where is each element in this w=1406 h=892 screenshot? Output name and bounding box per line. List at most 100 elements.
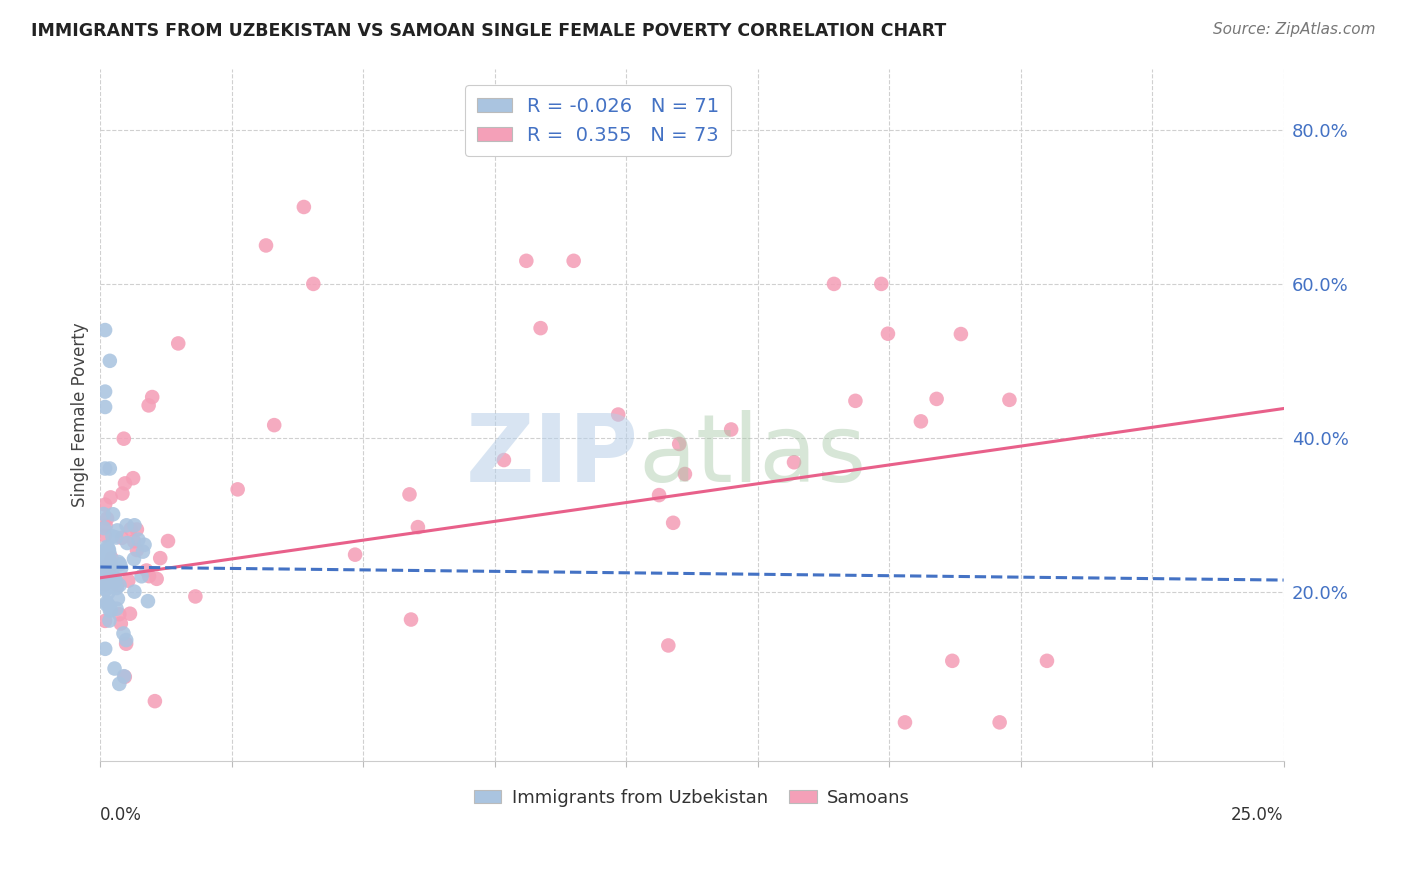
Point bbox=[662, 516, 685, 530]
Point bbox=[107, 555, 129, 569]
Point bbox=[112, 669, 135, 683]
Point bbox=[94, 577, 117, 591]
Point bbox=[141, 390, 163, 404]
Point bbox=[399, 613, 422, 627]
Point bbox=[100, 558, 122, 572]
Point bbox=[96, 576, 118, 591]
Point bbox=[145, 572, 167, 586]
Point bbox=[122, 552, 145, 566]
Point bbox=[292, 200, 315, 214]
Point bbox=[108, 677, 131, 691]
Point bbox=[125, 523, 148, 537]
Point bbox=[94, 552, 117, 566]
Point bbox=[94, 528, 117, 542]
Point bbox=[156, 534, 179, 549]
Point bbox=[94, 323, 117, 337]
Point bbox=[607, 408, 630, 422]
Point bbox=[184, 590, 207, 604]
Point bbox=[135, 564, 157, 578]
Point bbox=[125, 543, 148, 558]
Point bbox=[302, 277, 325, 291]
Point bbox=[108, 557, 131, 571]
Point bbox=[96, 511, 118, 525]
Point bbox=[90, 580, 112, 594]
Point bbox=[657, 639, 679, 653]
Point bbox=[1036, 654, 1059, 668]
Point bbox=[648, 488, 671, 502]
Point bbox=[114, 670, 136, 684]
Point bbox=[894, 715, 917, 730]
Text: Source: ZipAtlas.com: Source: ZipAtlas.com bbox=[1212, 22, 1375, 37]
Point bbox=[93, 552, 115, 566]
Point bbox=[98, 599, 121, 613]
Point bbox=[110, 616, 132, 631]
Point bbox=[97, 542, 120, 557]
Point bbox=[111, 486, 134, 500]
Point bbox=[122, 534, 145, 549]
Point bbox=[94, 614, 117, 628]
Point bbox=[110, 561, 132, 575]
Point bbox=[115, 536, 138, 550]
Point bbox=[925, 392, 948, 406]
Point bbox=[783, 455, 806, 469]
Point bbox=[118, 607, 141, 621]
Point bbox=[844, 393, 866, 408]
Point bbox=[90, 549, 112, 563]
Point bbox=[98, 461, 121, 475]
Point bbox=[111, 531, 134, 545]
Point bbox=[877, 326, 900, 341]
Point bbox=[94, 576, 117, 591]
Point bbox=[167, 336, 190, 351]
Point bbox=[149, 551, 172, 566]
Point bbox=[103, 574, 125, 588]
Point bbox=[562, 253, 585, 268]
Point bbox=[90, 545, 112, 559]
Point bbox=[108, 578, 131, 592]
Point bbox=[668, 437, 690, 451]
Point bbox=[94, 568, 117, 582]
Point bbox=[143, 694, 166, 708]
Text: 0.0%: 0.0% bbox=[100, 805, 142, 824]
Point bbox=[492, 453, 515, 467]
Point bbox=[97, 586, 120, 600]
Point bbox=[97, 541, 120, 555]
Point bbox=[406, 520, 429, 534]
Point bbox=[910, 414, 932, 428]
Point bbox=[100, 557, 122, 571]
Point bbox=[94, 498, 117, 512]
Point bbox=[94, 461, 117, 475]
Point bbox=[105, 578, 128, 592]
Point bbox=[131, 569, 153, 583]
Point bbox=[93, 556, 115, 570]
Point bbox=[226, 483, 249, 497]
Point bbox=[96, 595, 118, 609]
Point bbox=[91, 549, 114, 564]
Point bbox=[90, 545, 112, 559]
Point bbox=[988, 715, 1011, 730]
Point bbox=[720, 422, 742, 436]
Point bbox=[941, 654, 963, 668]
Point bbox=[112, 626, 135, 640]
Point bbox=[105, 601, 128, 615]
Point bbox=[103, 661, 125, 675]
Point bbox=[93, 521, 115, 535]
Point bbox=[949, 326, 972, 341]
Text: IMMIGRANTS FROM UZBEKISTAN VS SAMOAN SINGLE FEMALE POVERTY CORRELATION CHART: IMMIGRANTS FROM UZBEKISTAN VS SAMOAN SIN… bbox=[31, 22, 946, 40]
Point bbox=[104, 574, 127, 588]
Point bbox=[91, 562, 114, 576]
Point bbox=[105, 581, 128, 595]
Point bbox=[96, 598, 118, 612]
Point bbox=[138, 569, 160, 583]
Point bbox=[136, 594, 159, 608]
Point bbox=[98, 614, 121, 628]
Point bbox=[107, 591, 129, 606]
Point bbox=[100, 551, 122, 566]
Point bbox=[120, 522, 142, 536]
Point bbox=[93, 507, 115, 521]
Point bbox=[115, 518, 138, 533]
Point bbox=[90, 549, 112, 563]
Point bbox=[97, 556, 120, 570]
Point bbox=[101, 529, 124, 543]
Point bbox=[96, 540, 118, 554]
Point bbox=[263, 418, 285, 433]
